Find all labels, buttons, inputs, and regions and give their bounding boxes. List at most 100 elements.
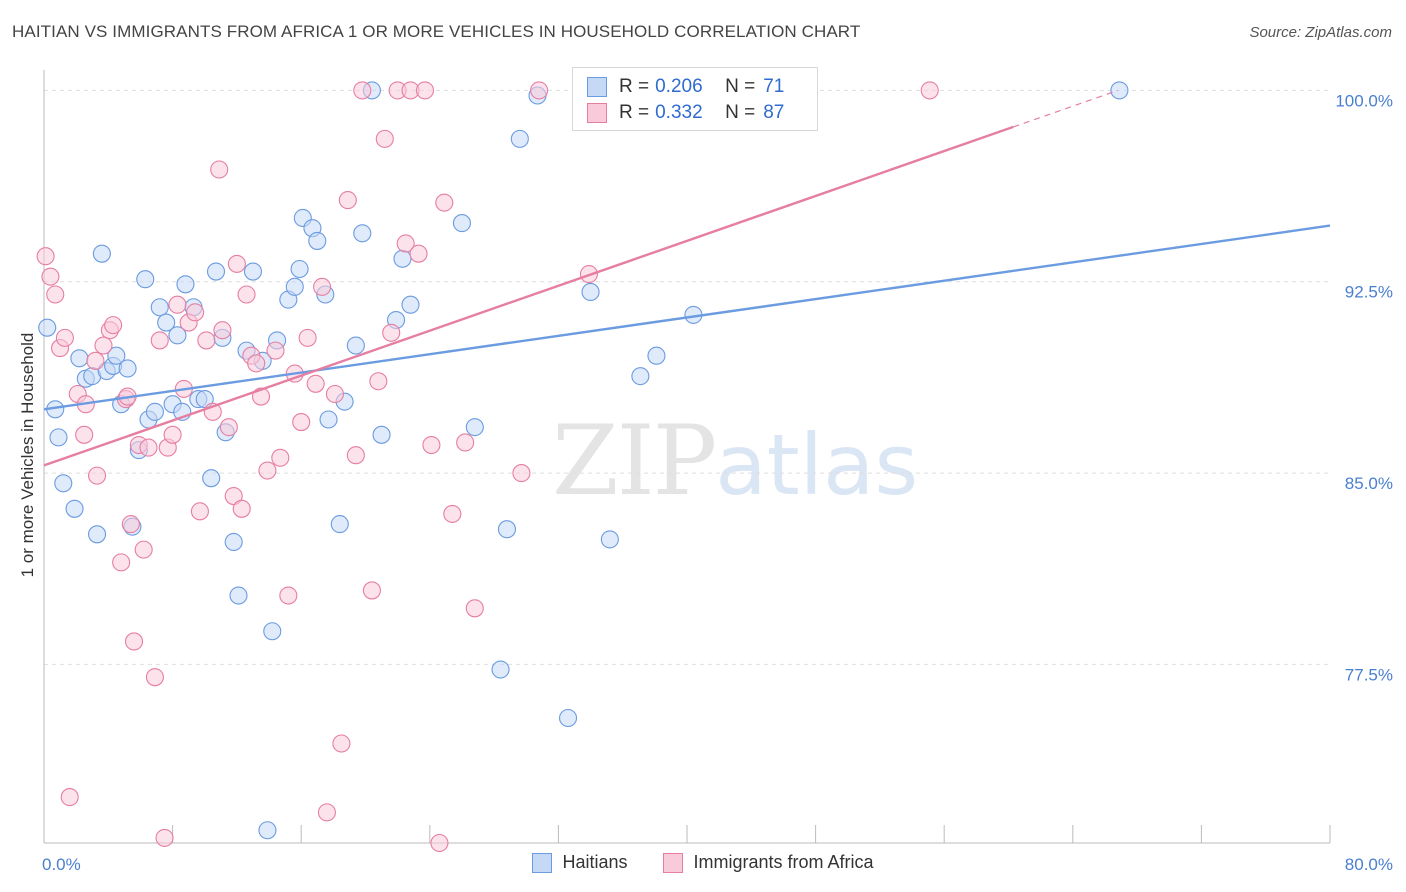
data-point [372,425,391,444]
data-point [54,474,73,493]
data-point [213,321,232,340]
data-point [530,81,549,100]
legend-swatch-africa [587,103,607,123]
data-point [195,390,214,409]
legend-label-haitians: Haitians [562,852,628,872]
data-point [168,326,187,345]
data-point [409,244,428,263]
watermark: ZIPatlas [552,405,918,517]
data-point [206,262,226,281]
grid [44,89,1330,665]
data-point [263,622,282,641]
data-point [430,833,449,853]
points [36,81,1129,853]
data-point [512,464,531,483]
data-point [581,282,600,302]
data-point [49,428,68,447]
n-label: N = [725,76,756,97]
data-point [150,331,169,350]
data-point [36,247,55,266]
data-point [396,234,415,253]
data-point [258,821,277,840]
data-point [920,81,939,100]
data-point [134,540,153,559]
data-point [330,515,349,534]
data-point [163,425,182,444]
data-point [155,828,174,847]
r-value: 0.206 [655,76,703,97]
data-point [491,660,510,679]
data-point [1110,81,1129,100]
data-point [266,341,285,360]
trend-lines [43,89,1331,467]
n-value: 87 [763,102,785,123]
data-point [136,270,155,289]
data-point [393,249,412,268]
chart-title: HAITIAN VS IMMIGRANTS FROM AFRICA 1 OR M… [12,22,861,41]
data-point [124,632,144,651]
data-point [298,328,317,347]
r-label: R = [619,102,650,123]
data-point [452,214,472,233]
data-point [186,303,205,322]
x-tick-label: 80.0% [1345,855,1393,874]
data-point [631,367,650,386]
data-point [443,504,462,523]
data-point [70,349,89,368]
data-point [87,466,107,485]
data-point [258,461,277,480]
n-value: 71 [763,76,785,97]
data-point [145,402,164,421]
data-point [92,244,111,263]
legend-item-africa: Immigrants from Africa [663,852,874,873]
data-point [401,295,420,314]
data-point [319,410,338,429]
data-point [369,372,388,391]
data-point [197,331,216,350]
data-point [375,129,394,148]
data-point [332,734,351,753]
data-point [224,486,243,506]
legend-row-haitians: R = 0.206 N = 71 [587,74,784,100]
legend-stats: R = 0.206 N = 71 R = 0.332 N = 87 [572,67,818,131]
data-point [247,354,266,373]
data-point [290,259,309,279]
r-label: R = [619,76,650,97]
data-point [353,224,372,243]
data-point [232,499,251,518]
trend-line [43,224,1331,411]
data-point [229,586,248,605]
data-point [308,231,327,250]
data-point [313,277,332,296]
data-point [157,313,176,332]
data-point [465,599,484,618]
legend-swatch-haitians [587,77,607,97]
data-point [346,446,365,465]
data-point [353,81,372,100]
data-point [292,413,311,432]
data-point [219,418,238,437]
data-point [55,328,74,347]
data-point [224,532,243,552]
data-point [346,336,365,355]
data-point [87,525,107,544]
x-tick-label: 0.0% [42,855,81,874]
data-point [227,254,246,273]
data-point [243,262,263,281]
data-point [86,351,105,370]
trend-line-extension [1013,89,1119,128]
trend-line [43,125,1014,467]
data-point [139,438,158,457]
legend-label-africa: Immigrants from Africa [693,852,874,872]
data-point [497,520,517,539]
legend-row-africa: R = 0.332 N = 87 [587,100,784,126]
data-point [600,530,619,549]
data-point [60,788,79,807]
watermark-atlas: atlas [715,416,919,514]
tick-labels: 100.0% 92.5% 85.0% 77.5% 0.0% 80.0% [42,91,1393,874]
data-point [118,359,137,378]
data-point [338,191,357,210]
axes [43,70,1331,844]
y-tick-label: 92.5% [1345,283,1393,302]
